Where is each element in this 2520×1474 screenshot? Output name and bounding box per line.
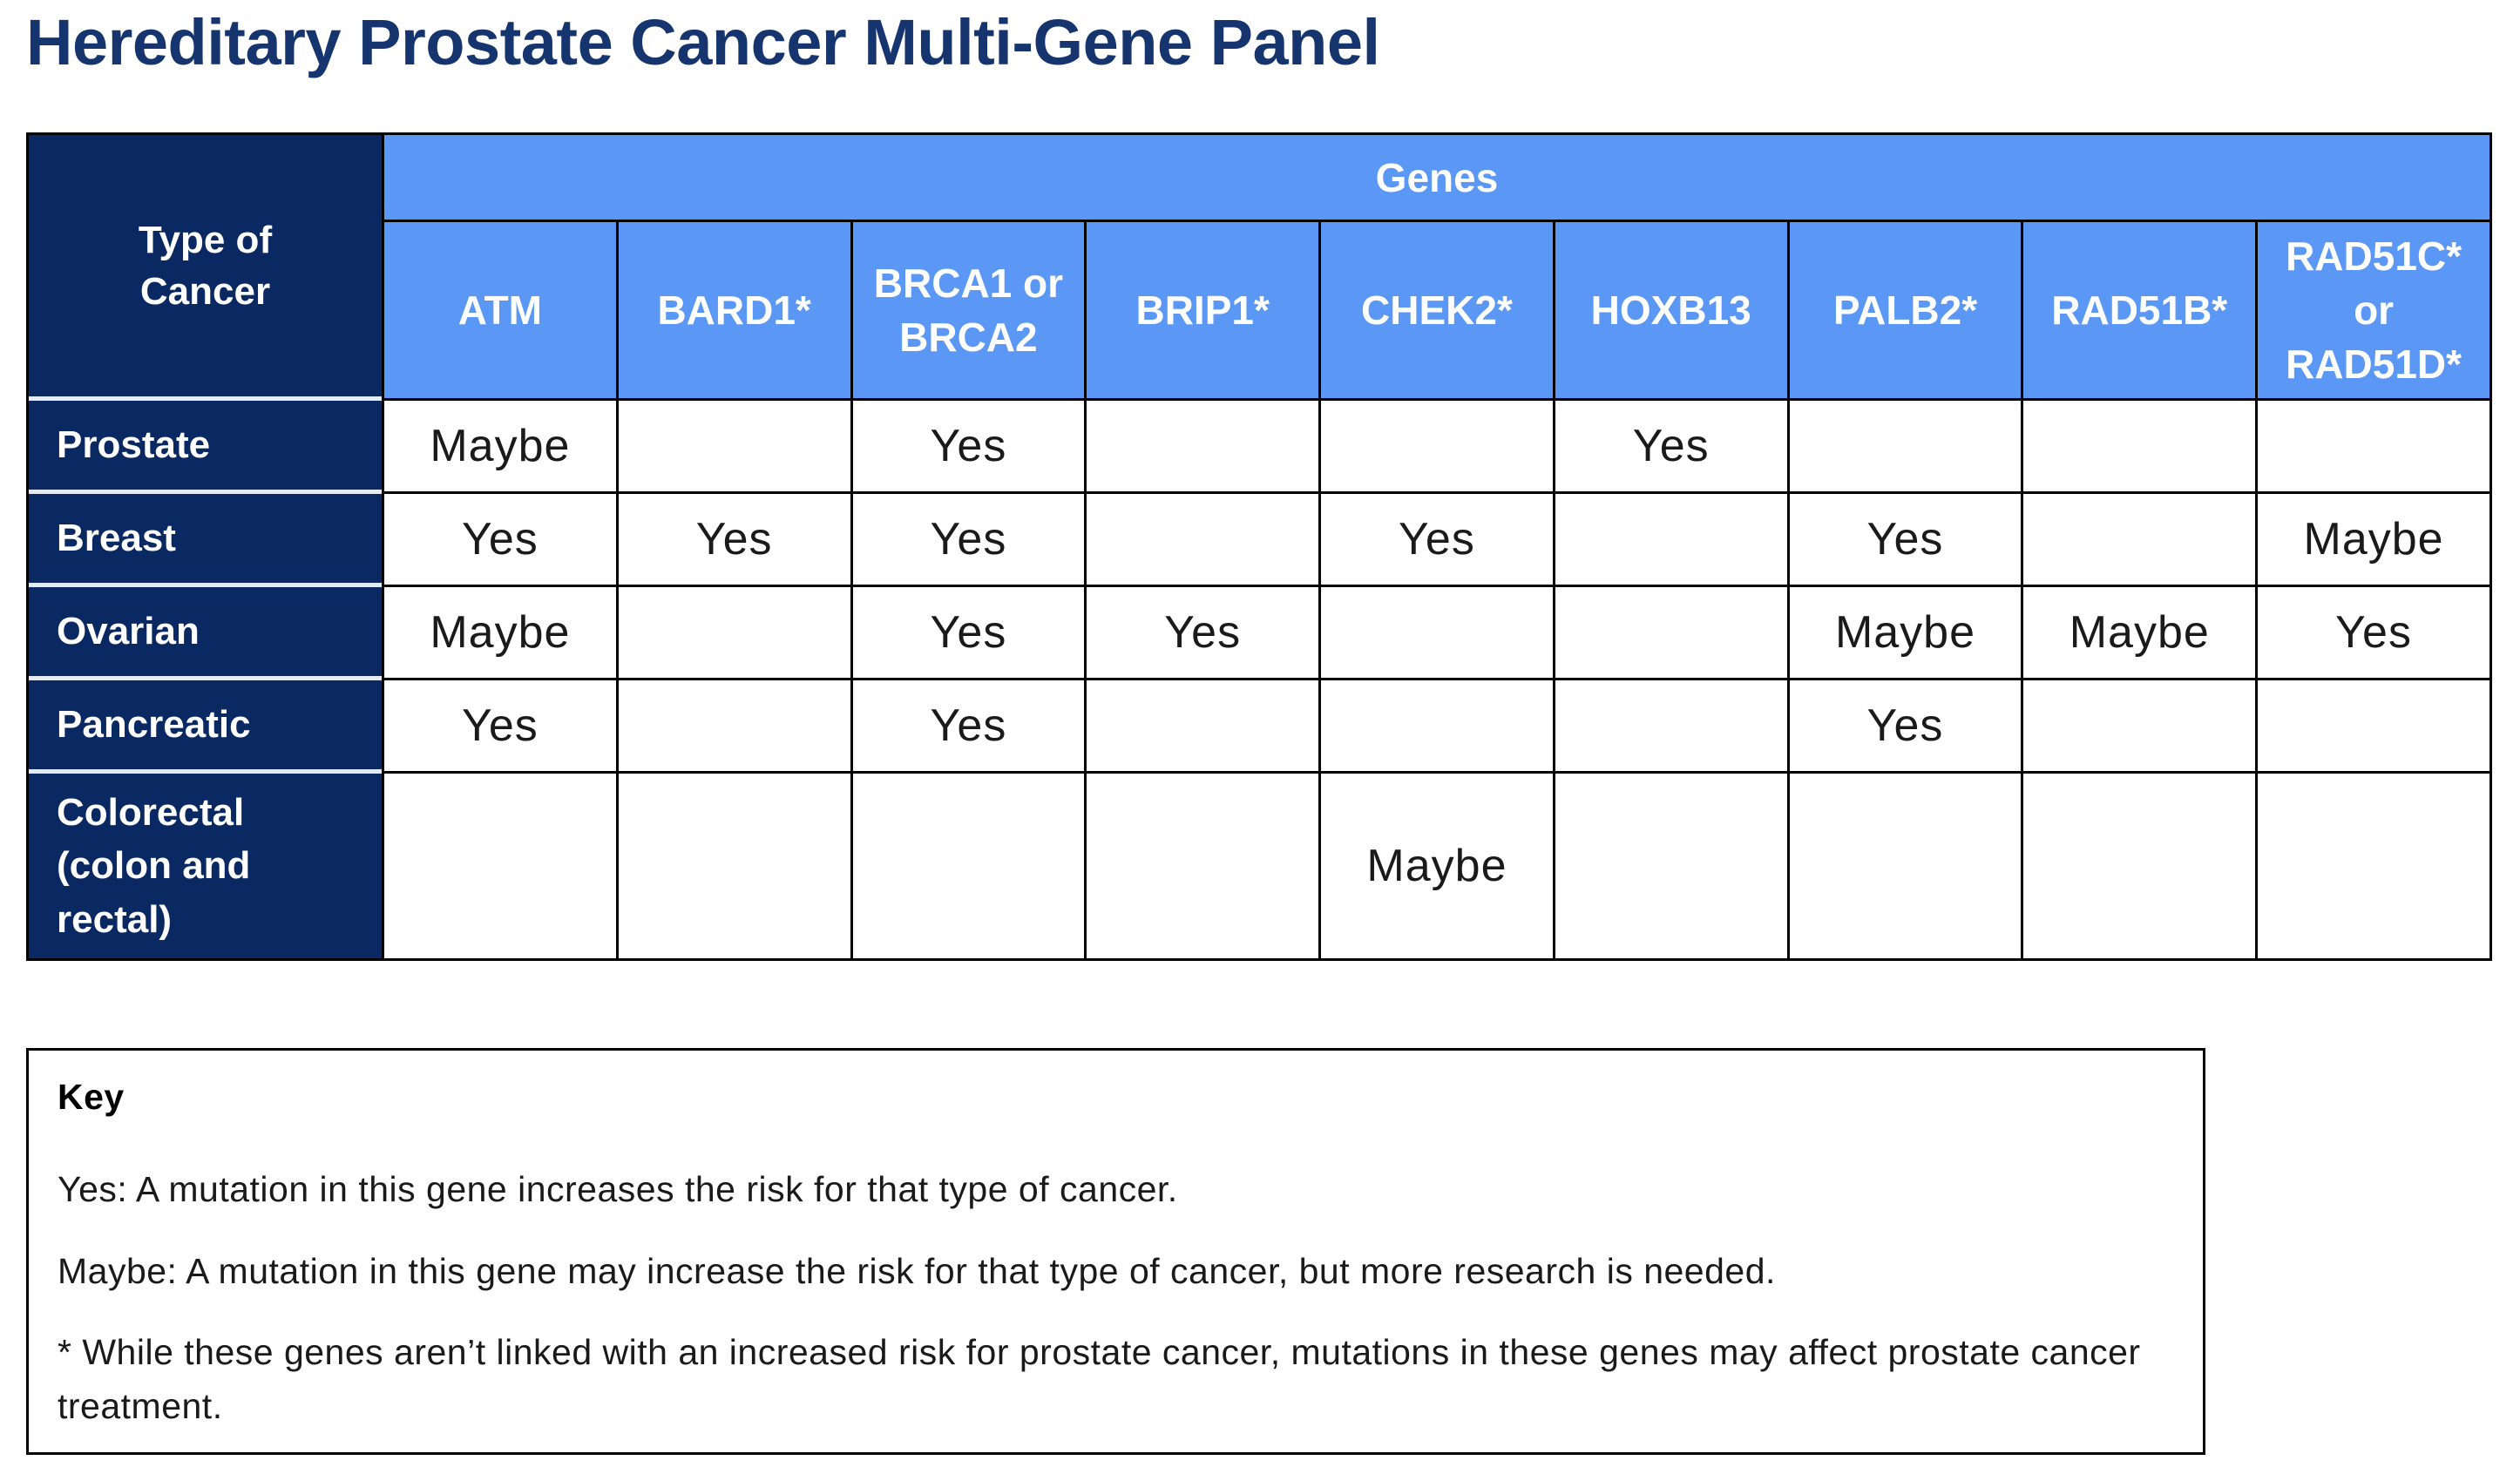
table-cell [1786, 774, 2022, 958]
table-cell: Yes [1786, 494, 2022, 587]
table-row: Colorectal (colon and rectal) Maybe [29, 774, 2490, 958]
corner-header-type-of-cancer: Type of Cancer [29, 135, 382, 401]
table-cell [1084, 680, 1319, 774]
table-cell [1084, 401, 1319, 494]
table-cell: Maybe [1318, 774, 1553, 958]
table-cell [1552, 680, 1787, 774]
table-cell [1552, 587, 1787, 680]
gene-column-header: ATM [382, 222, 616, 401]
key-box: Key Yes: A mutation in this gene increas… [26, 1048, 2205, 1455]
gene-column-header: HOXB13 [1552, 222, 1787, 401]
row-header: Ovarian [29, 587, 382, 680]
gene-column-header: BRCA1 or BRCA2 [850, 222, 1085, 401]
table-cell [1318, 680, 1553, 774]
table-cell [615, 680, 850, 774]
table-cell: Yes [615, 494, 850, 587]
gene-column-header: RAD51C* or RAD51D* [2255, 222, 2490, 401]
table-cell: Yes [1786, 680, 2022, 774]
genes-banner: Genes [382, 135, 2490, 222]
table-cell: Maybe [2021, 587, 2256, 680]
gene-column-header: BARD1* [615, 222, 850, 401]
table-cell [2021, 401, 2256, 494]
table-cell [615, 401, 850, 494]
gene-column-header: BRIP1* [1084, 222, 1319, 401]
table-cell: Yes [382, 494, 616, 587]
table-cell: Maybe [382, 587, 616, 680]
table-cell: Yes [850, 494, 1085, 587]
table-cell: Yes [382, 680, 616, 774]
row-header: Breast [29, 494, 382, 587]
row-header: Colorectal (colon and rectal) [29, 774, 382, 958]
gene-column-header: PALB2* [1786, 222, 2022, 401]
key-lines: Yes: A mutation in this gene increases t… [58, 1163, 2164, 1433]
key-line: Maybe: A mutation in this gene may incre… [58, 1250, 1776, 1291]
table-cell: Yes [850, 587, 1085, 680]
key-title: Key [58, 1077, 125, 1117]
table-cell [1552, 494, 1787, 587]
corner-header-label: Type of Cancer [138, 218, 273, 313]
table-cell [1552, 774, 1787, 958]
table-cell [2021, 774, 2256, 958]
table-cell: Yes [1084, 587, 1319, 680]
table-cell: Yes [1552, 401, 1787, 494]
table-cell: Maybe [2255, 494, 2490, 587]
table-cell [2255, 680, 2490, 774]
table-cell: Maybe [382, 401, 616, 494]
table-cell [2255, 401, 2490, 494]
gene-column-header: CHEK2* [1318, 222, 1553, 401]
table-cell: Yes [850, 401, 1085, 494]
row-header: Prostate [29, 401, 382, 494]
table-cell [2021, 680, 2256, 774]
genes-banner-row: Type of Cancer Genes [29, 135, 2490, 401]
table-row: Prostate Maybe Yes Yes [29, 401, 2490, 494]
key-line: Yes: A mutation in this gene increases t… [58, 1169, 1178, 1209]
table-cell [2255, 774, 2490, 958]
table-cell [1084, 774, 1319, 958]
table-cell [615, 587, 850, 680]
table-row: Breast Yes Yes Yes Yes Yes Maybe [29, 494, 2490, 587]
table-cell [850, 774, 1085, 958]
key-line: * While these genes aren’t linked with a… [58, 1332, 2141, 1426]
table-row: Ovarian Maybe Yes Yes Maybe Maybe Yes [29, 587, 2490, 680]
gene-column-header: RAD51B* [2021, 222, 2256, 401]
gene-table: Type of Cancer Genes ATM BARD1* BRCA1 or B… [26, 132, 2492, 961]
table-row: Pancreatic Yes Yes Yes [29, 680, 2490, 774]
table-cell: Yes [850, 680, 1085, 774]
table-cell: Maybe [1786, 587, 2022, 680]
table-cell: Yes [1318, 494, 1553, 587]
table-cell [2021, 494, 2256, 587]
table-cell [1318, 401, 1553, 494]
table-cell [1318, 587, 1553, 680]
page-title: Hereditary Prostate Cancer Multi-Gene Pa… [26, 6, 1380, 78]
table-cell [382, 774, 616, 958]
row-header: Pancreatic [29, 680, 382, 774]
table-cell [615, 774, 850, 958]
table-cell: Yes [2255, 587, 2490, 680]
table-cell [1084, 494, 1319, 587]
gene-header-row: ATM BARD1* BRCA1 or BRCA2 BRIP1* CHEK2* HOXB1… [29, 222, 2490, 401]
table-cell [1786, 401, 2022, 494]
gene-matrix-table: Type of Cancer Genes ATM BARD1* BRCA1 or B… [29, 135, 2490, 958]
